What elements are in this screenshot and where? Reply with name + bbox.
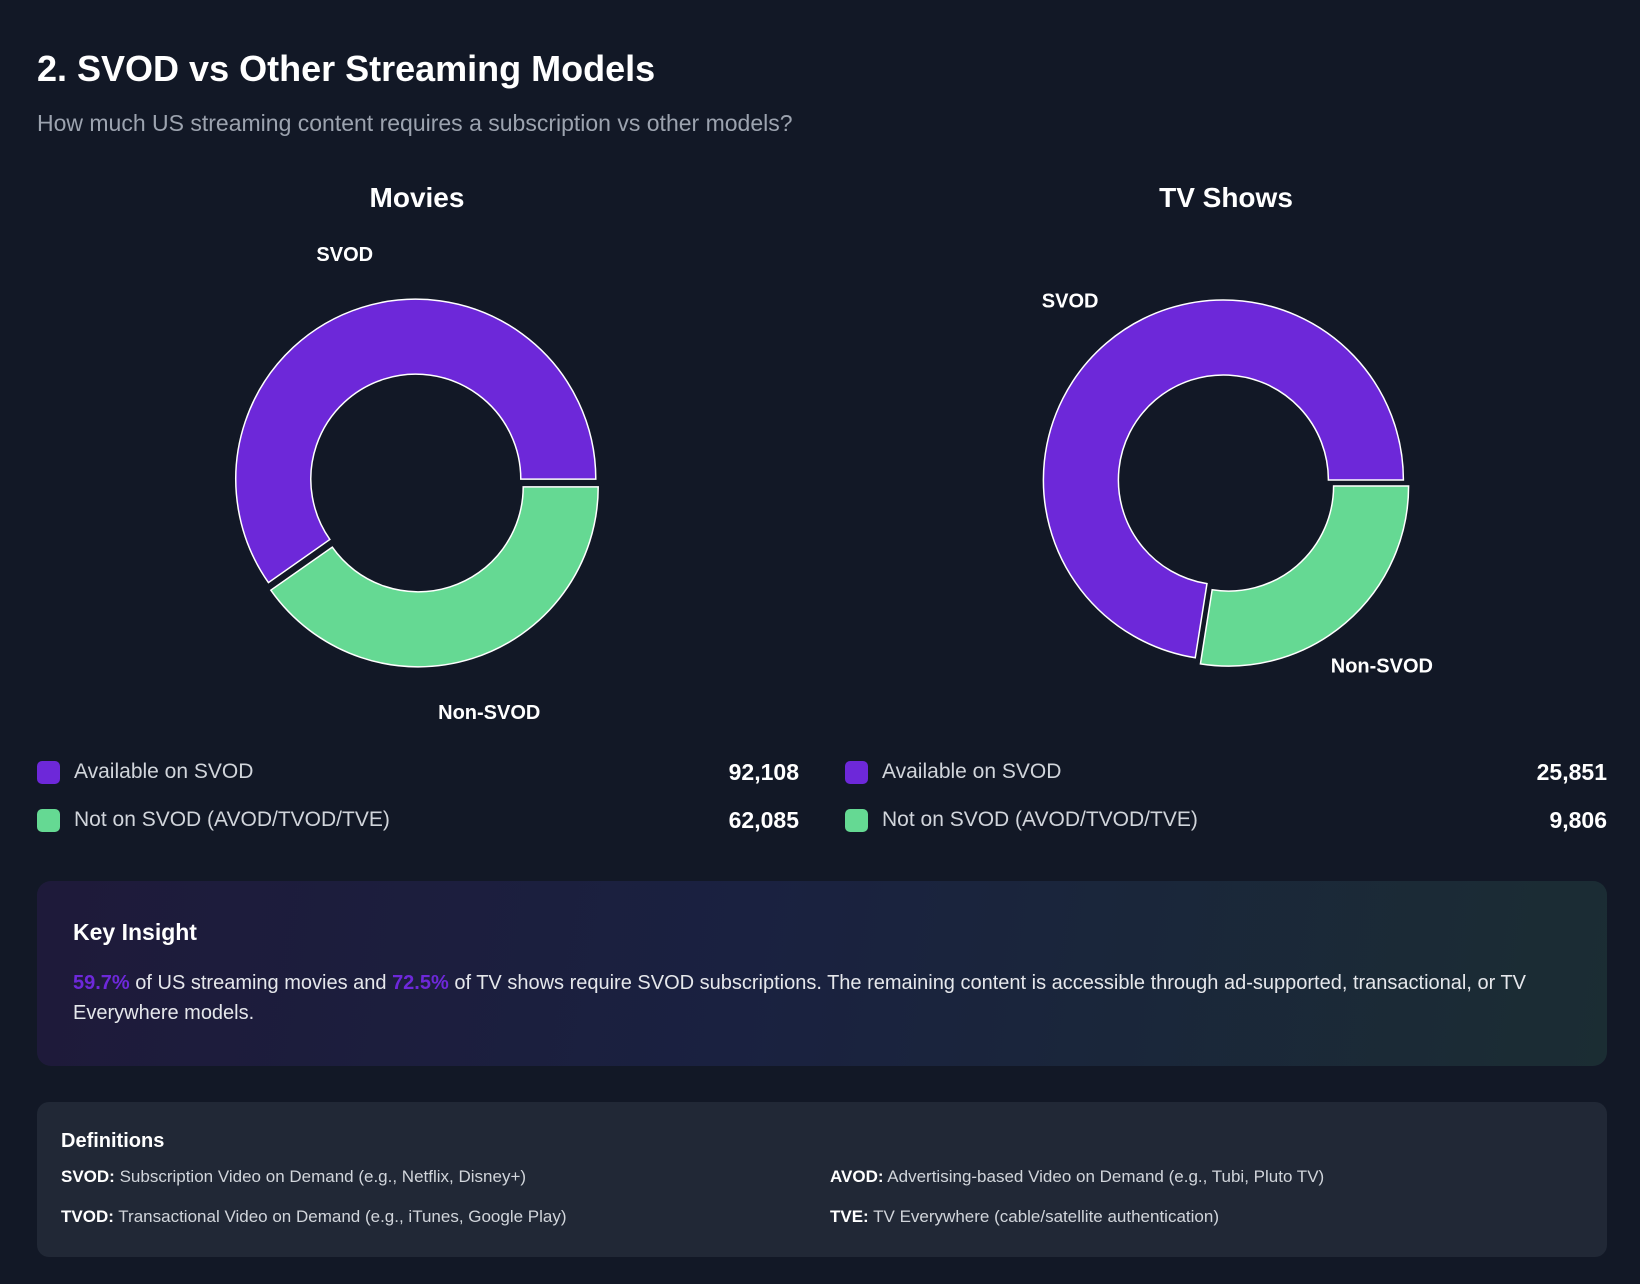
- slice-label-svod: SVOD: [1042, 290, 1099, 312]
- svod-swatch: [37, 760, 60, 784]
- donut-slice-svod: [1042, 299, 1405, 659]
- legend-label: Not on SVOD (AVOD/TVOD/TVE): [882, 808, 1198, 831]
- definitions-title: Definitions: [61, 1130, 165, 1152]
- key-insight-card: Key Insight 59.7% of US streaming movies…: [37, 881, 1607, 1066]
- movies-donut-chart: SVOD Non-SVOD: [235, 244, 599, 724]
- donut-slice-non-svod: [269, 486, 599, 668]
- insight-text-1: of US streaming movies and: [129, 972, 393, 994]
- tv-pct: 72.5%: [392, 972, 449, 994]
- definitions-card: Definitions SVOD: Subscription Video on …: [37, 1102, 1607, 1257]
- donut-slice-svod: [235, 298, 597, 584]
- slice-label-non-svod: Non-SVOD: [1331, 656, 1433, 678]
- tv-chart-title: TV Shows: [1159, 182, 1293, 213]
- legend-item-non-svod: Not on SVOD (AVOD/TVOD/TVE) 62,085: [37, 796, 799, 844]
- insight-text-2: of TV shows require SVOD subscriptions. …: [73, 972, 1526, 1024]
- non-svod-swatch: [845, 808, 868, 832]
- legend-label: Not on SVOD (AVOD/TVOD/TVE): [74, 808, 390, 831]
- tv-donut-chart: SVOD Non-SVOD: [1042, 290, 1433, 678]
- slice-label-svod: SVOD: [316, 244, 373, 266]
- svod-swatch: [845, 760, 868, 784]
- legend-item-non-svod: Not on SVOD (AVOD/TVOD/TVE) 9,806: [845, 796, 1607, 844]
- legend-label: Available on SVOD: [74, 760, 254, 783]
- donut-slice-non-svod: [1199, 485, 1410, 667]
- page-subtitle: How much US streaming content requires a…: [37, 110, 793, 136]
- insight-text: 59.7% of US streaming movies and 72.5% o…: [73, 968, 1571, 1028]
- movies-pct: 59.7%: [73, 972, 130, 994]
- definition-tvod: TVOD: Transactional Video on Demand (e.g…: [61, 1207, 567, 1226]
- movies-legend: Available on SVOD 92,108 Not on SVOD (AV…: [37, 748, 799, 844]
- tv-legend: Available on SVOD 25,851 Not on SVOD (AV…: [845, 748, 1607, 844]
- legend-label: Available on SVOD: [882, 760, 1062, 783]
- legend-value: 9,806: [1549, 806, 1607, 833]
- insight-title: Key Insight: [73, 919, 197, 945]
- non-svod-swatch: [37, 808, 60, 832]
- legend-value: 25,851: [1536, 758, 1607, 785]
- movies-chart-title: Movies: [369, 182, 465, 213]
- legend-value: 62,085: [728, 806, 799, 833]
- definition-tve: TVE: TV Everywhere (cable/satellite auth…: [830, 1207, 1219, 1226]
- definition-svod: SVOD: Subscription Video on Demand (e.g.…: [61, 1167, 527, 1186]
- legend-item-svod: Available on SVOD 25,851: [845, 748, 1607, 796]
- legend-value: 92,108: [728, 758, 799, 785]
- legend-item-svod: Available on SVOD 92,108: [37, 748, 799, 796]
- page-title: 2. SVOD vs Other Streaming Models: [37, 48, 656, 89]
- definition-avod: AVOD: Advertising-based Video on Demand …: [830, 1167, 1325, 1186]
- slice-label-non-svod: Non-SVOD: [438, 702, 540, 724]
